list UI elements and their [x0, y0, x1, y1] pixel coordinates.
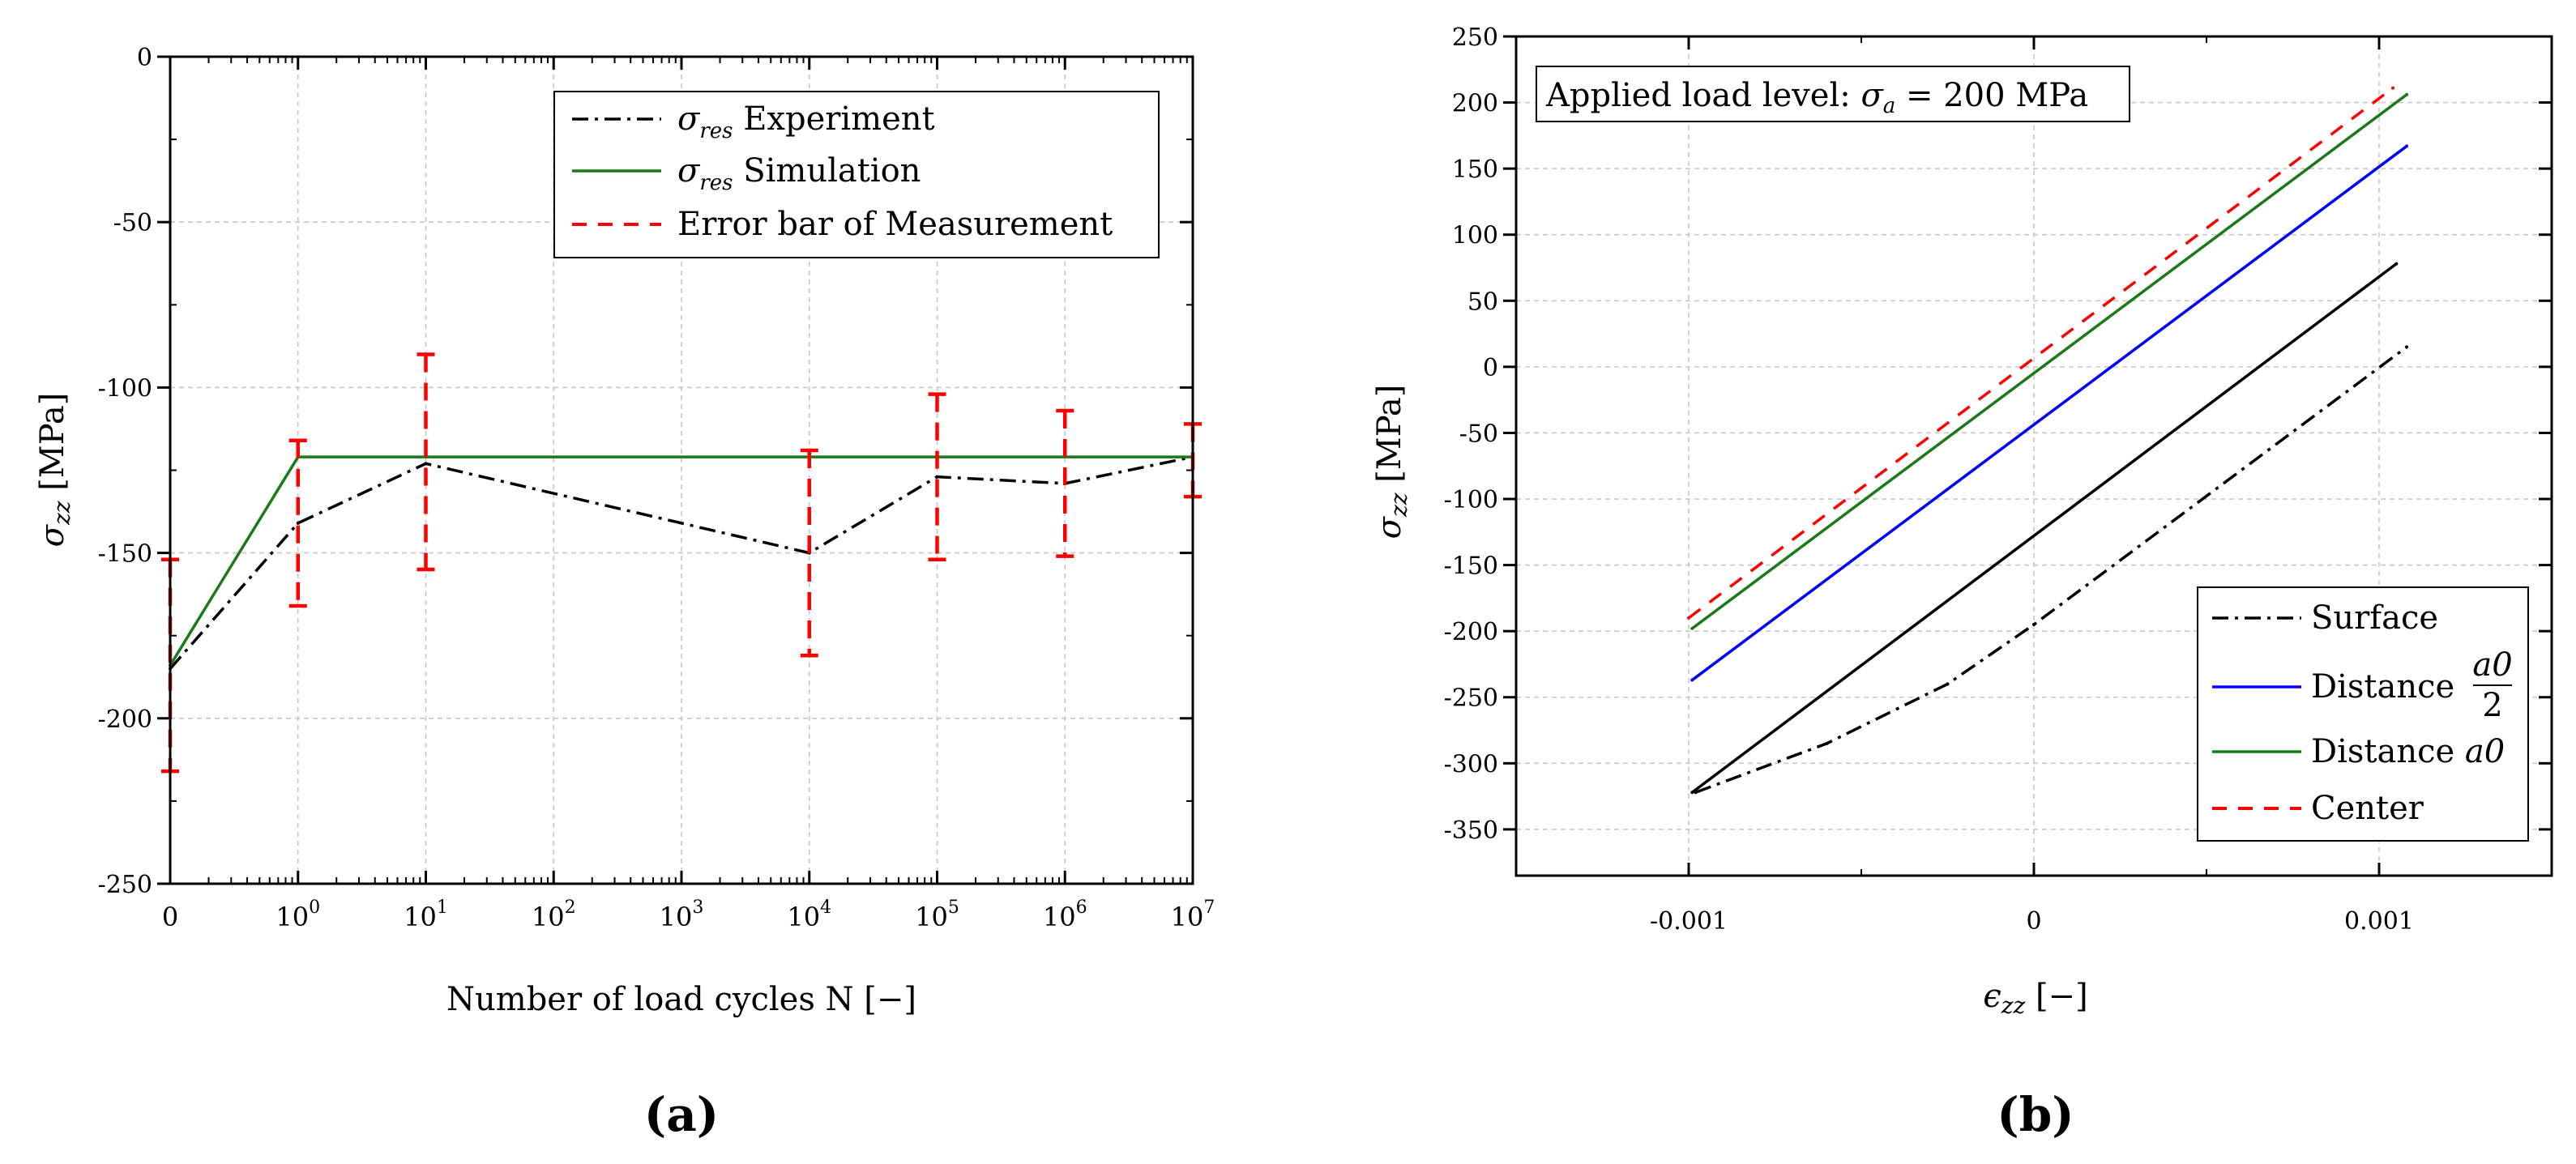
y-tick-label: -50	[1459, 420, 1498, 448]
chart-b-frame	[1514, 35, 2553, 877]
legend-label-surface: Surface	[2311, 599, 2438, 637]
chart-a-legend: σres Experiment σres Simulation Error ba…	[553, 91, 1160, 258]
series-line	[1687, 87, 2394, 620]
chart-b-annotation-box	[1536, 66, 2130, 122]
chart-b-annotation-text: Applied load level: σa = 200 MPa	[1545, 77, 2088, 118]
y-tick-label: -250	[98, 871, 152, 899]
chart-a-y-axis-title: σzz [MPa]	[34, 393, 75, 548]
x-tick-label: 103	[660, 898, 704, 932]
data-point	[935, 475, 939, 479]
series-line	[1691, 145, 2408, 681]
y-tick-label: 200	[1452, 90, 1498, 118]
chart-b-grid	[1516, 36, 2552, 876]
y-tick-label: 100	[1452, 222, 1498, 250]
chart-a-x-axis-title: Number of load cycles N [−]	[446, 981, 916, 1018]
chart-b-y-axis-title: σzz [MPa]	[1371, 385, 1412, 539]
data-point	[2405, 144, 2409, 148]
data-point	[424, 462, 428, 466]
y-tick-label: -200	[98, 706, 152, 734]
legend-label-errorbar: Error bar of Measurement	[677, 206, 1113, 243]
y-tick-label: -100	[1444, 486, 1498, 514]
chart-a: 0 100 101 102 103 104 105 106 107 0 -50 -100 -150 -20…	[34, 44, 1215, 1142]
data-point	[2394, 262, 2399, 266]
x-tick-label: -0.001	[1650, 907, 1728, 936]
y-tick-label: 0	[1483, 354, 1498, 382]
chart-a-legend-entry-errorbar: Error bar of Measurement	[572, 206, 1113, 243]
x-tick-label: 101	[404, 898, 448, 932]
x-tick-label: 0	[2026, 907, 2041, 936]
legend-label-simulation: σres Simulation	[677, 152, 921, 195]
chart-a-frame	[169, 55, 1194, 885]
chart-b-x-axis-title: ϵzz [−]	[1983, 978, 2087, 1019]
y-tick-label: -150	[98, 540, 152, 569]
legend-label-distance-full: Distance a0	[2311, 733, 2505, 770]
chart-b-tick-labels: -0.001 0 0.001 250 200 150 100 50 0 -50 -100 -150 -2…	[1444, 23, 2414, 936]
data-point	[1946, 682, 1950, 686]
data-point	[1687, 616, 1690, 620]
legend-label-center: Center	[2311, 790, 2424, 827]
chart-b-legend-box	[2197, 586, 2529, 842]
x-tick-label: 0.001	[2344, 907, 2414, 936]
data-point	[296, 521, 300, 525]
y-tick-label: 50	[1467, 288, 1498, 316]
chart-b-series	[1687, 86, 2409, 795]
x-tick-label: 106	[1043, 898, 1087, 932]
chart-a-legend-entry-simulation: σres Simulation	[572, 152, 921, 195]
data-point	[2032, 623, 2036, 627]
panel-label-a: (a)	[644, 1087, 719, 1142]
y-tick-label: 150	[1452, 156, 1498, 184]
x-tick-label: 102	[532, 898, 576, 932]
y-tick-label: -300	[1444, 750, 1498, 778]
data-point	[2405, 345, 2409, 349]
chart-b-legend-entry-center: Center	[2212, 790, 2424, 827]
series-line	[1691, 93, 2408, 630]
y-tick-label: -350	[1444, 817, 1498, 845]
panel-label-b: (b)	[1997, 1087, 2074, 1142]
chart-a-tick-labels: 0 100 101 102 103 104 105 106 107 0 -50 -100 -150 -20…	[98, 44, 1215, 932]
chart-a-legend-entry-experiment: σres Experiment	[572, 100, 935, 143]
series-line	[1691, 262, 2398, 794]
data-point	[1690, 791, 1694, 795]
chart-b-annotation: Applied load level: σa = 200 MPa	[1536, 66, 2130, 122]
legend-fraction-denominator: 2	[2482, 687, 2502, 724]
y-tick-label: 0	[137, 44, 152, 72]
y-tick-label: -250	[1444, 684, 1498, 713]
y-tick-label: -150	[1444, 552, 1498, 581]
y-tick-label: -50	[113, 209, 152, 237]
data-point	[1690, 626, 1694, 630]
y-tick-label: -100	[98, 374, 152, 403]
data-point	[1690, 678, 1694, 682]
chart-b-legend: Surface Distance a0 2 Distance a0 Center	[2197, 586, 2529, 842]
data-point	[1825, 741, 1829, 745]
legend-label-experiment: σres Experiment	[677, 100, 935, 143]
data-point	[2405, 92, 2409, 96]
chart-a-legend-box	[553, 91, 1160, 258]
data-point	[2391, 86, 2395, 90]
y-tick-label: -200	[1444, 618, 1498, 646]
x-tick-label: 100	[276, 898, 320, 932]
chart-b-legend-entry-surface: Surface	[2212, 599, 2438, 637]
legend-fraction-numerator: a0	[2472, 646, 2512, 684]
x-tick-label: 0	[162, 902, 178, 932]
x-tick-label: 105	[915, 898, 959, 932]
x-tick-label: 107	[1171, 898, 1215, 932]
chart-b-legend-entry-distance-half: Distance a0 2	[2212, 646, 2513, 724]
chart-b: -0.001 0 0.001 250 200 150 100 50 0 -50 -100 -150 -2…	[1371, 23, 2553, 1142]
y-tick-label: 250	[1452, 23, 1498, 52]
legend-label-distance-half: Distance	[2311, 668, 2454, 706]
chart-b-ticks	[1503, 35, 2553, 876]
x-tick-label: 104	[787, 898, 831, 932]
chart-b-legend-entry-distance-full: Distance a0	[2212, 733, 2505, 770]
